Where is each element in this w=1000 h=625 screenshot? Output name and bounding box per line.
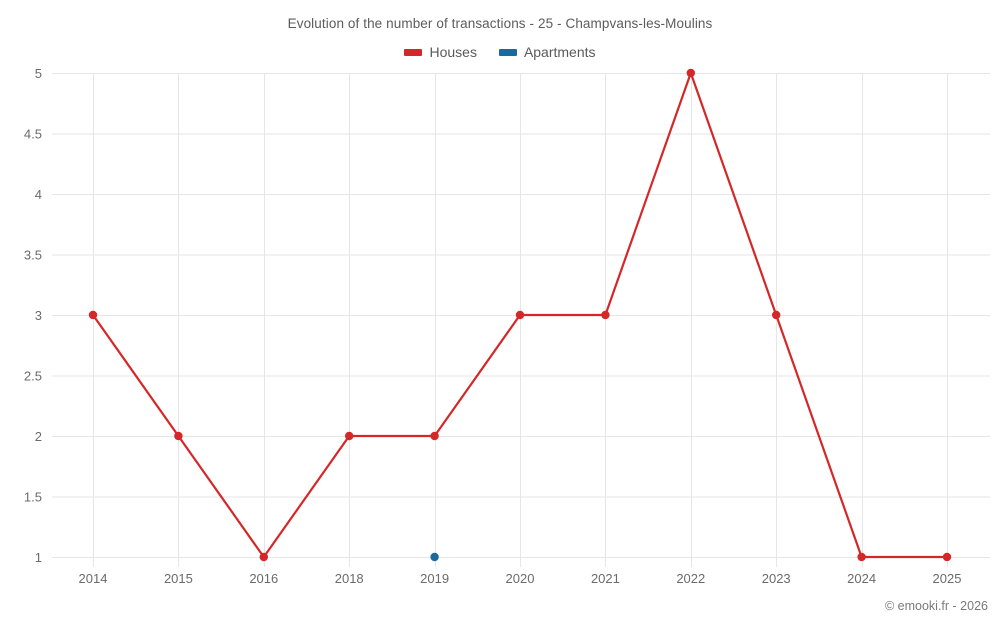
chart-legend: Houses Apartments [0,44,1000,60]
data-point-houses[interactable] [515,310,525,320]
x-axis-tick-label: 2023 [762,571,791,586]
legend-swatch-apartments [498,48,517,56]
y-axis-tick-label: 1.5 [24,490,42,505]
x-axis-tick-label: 2019 [420,571,449,586]
x-axis-tick-label: 2022 [676,571,705,586]
data-point-houses[interactable] [686,68,695,78]
legend-label-apartments: Apartments [523,44,596,60]
data-point-houses[interactable] [772,310,781,320]
x-axis-tick-label: 2018 [335,571,364,586]
x-axis-tick-label: 2021 [591,571,620,586]
data-point-houses[interactable] [942,552,952,562]
y-axis-tick-label: 4 [35,187,42,202]
x-axis-tick-label: 2020 [506,571,535,586]
y-axis-tick-label: 3.5 [24,248,42,263]
legend-swatch-houses [404,48,423,56]
x-axis-tick-label: 2015 [164,571,193,586]
chart-title: Evolution of the number of transactions … [287,16,713,31]
copyright-footer: © emooki.fr - 2026 [884,599,988,613]
legend-label-houses: Houses [429,44,477,60]
x-axis-tick-label: 2025 [933,571,962,586]
data-point-houses[interactable] [88,310,98,320]
data-point-houses[interactable] [430,431,439,441]
data-point-houses[interactable] [601,310,610,320]
data-point-houses[interactable] [174,431,183,441]
y-axis-tick-label: 4.5 [24,127,42,142]
y-axis-tick-label: 5 [35,66,42,81]
y-axis-tick-label: 1 [35,550,42,565]
y-axis-tick-label: 2.5 [24,369,42,384]
y-axis-tick-label: 2 [35,429,42,444]
data-point-apartments[interactable] [430,552,439,562]
x-axis-tick-label: 2016 [249,571,278,586]
x-axis-tick-label: 2024 [847,571,876,586]
x-axis-tick-label: 2014 [79,571,108,586]
legend-item-houses[interactable]: Houses [404,44,477,60]
data-point-houses[interactable] [345,431,354,441]
data-point-houses[interactable] [259,552,268,562]
data-point-houses[interactable] [857,552,866,562]
y-axis-tick-label: 3 [35,308,42,323]
legend-item-apartments[interactable]: Apartments [498,44,596,60]
